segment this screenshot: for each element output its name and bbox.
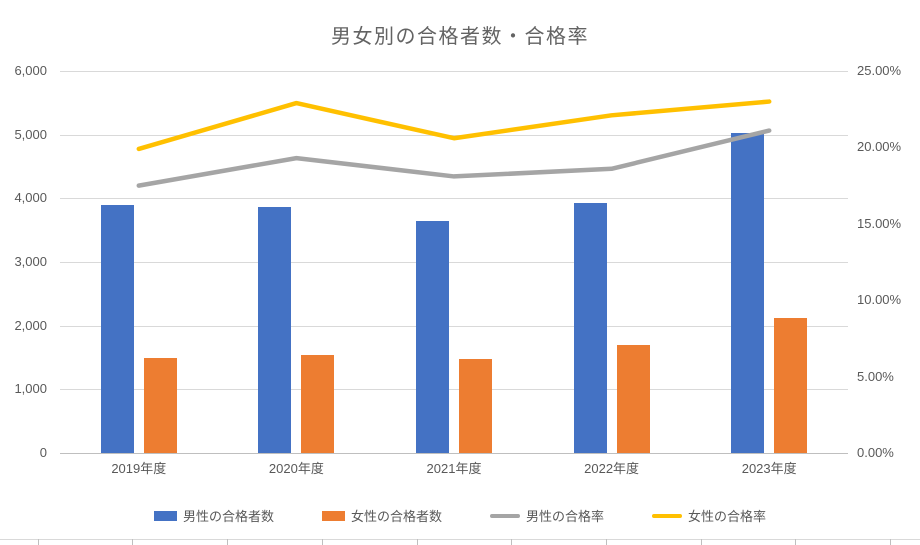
legend-swatch-female-pass-rate — [652, 513, 683, 518]
worksheet-column-tick — [795, 539, 797, 545]
x-axis-category-label: 2019年度 — [111, 461, 167, 476]
gridline — [60, 389, 848, 391]
female-passers-bar — [774, 318, 808, 453]
worksheet-column-tick — [416, 539, 418, 545]
female-passers-bar — [459, 358, 492, 453]
worksheet-column-tick — [321, 539, 323, 545]
male-passers-bar — [100, 204, 134, 453]
male-passers-bar — [258, 207, 292, 453]
right-axis-tick-label: 25.00% — [857, 63, 902, 78]
x-axis-category-label: 2022年度 — [584, 461, 640, 476]
right-axis-tick-label: 5.00% — [857, 368, 894, 384]
left-axis-tick-label: 0 — [39, 445, 47, 460]
right-axis-tick-label: 10.00% — [857, 292, 902, 308]
chart-title: 男女別の合格者数・合格率 — [331, 26, 589, 48]
legend-swatch-male-pass-rate — [490, 513, 520, 518]
legend-label-male-pass-rate: 男性の合格率 — [526, 509, 605, 524]
x-axis-line — [60, 453, 848, 454]
left-axis-tick-label: 1,000 — [14, 381, 47, 397]
gridline — [60, 71, 848, 72]
legend-item-female-passers: 女性の合格者数 — [321, 506, 442, 525]
male-passers-bar — [731, 133, 765, 453]
male-pass-rate-line — [136, 128, 772, 188]
female-pass-rate-line — [136, 99, 772, 152]
worksheet-column-tick — [605, 539, 607, 545]
right-axis-tick-label: 15.00% — [857, 215, 902, 231]
female-passers-bar — [616, 345, 650, 453]
legend: 男性の合格者数 女性の合格者数 男性の合格率 女性の合格率 — [0, 506, 920, 525]
x-axis-category-label: 2020年度 — [268, 461, 324, 476]
right-axis-tick-label: 20.00% — [857, 139, 902, 155]
worksheet-gridline — [0, 539, 920, 540]
legend-label-female-pass-rate: 女性の合格率 — [688, 509, 767, 524]
worksheet-column-tick — [700, 539, 702, 545]
legend-item-female-pass-rate: 女性の合格率 — [652, 506, 766, 525]
male-passers-bar — [416, 220, 449, 453]
worksheet-column-tick — [227, 539, 229, 545]
legend-label-male-passers: 男性の合格者数 — [182, 509, 274, 524]
x-axis-category-label: 2023年度 — [741, 461, 797, 476]
worksheet-column-tick — [890, 539, 891, 545]
female-passers-bar — [301, 354, 335, 453]
legend-item-male-pass-rate: 男性の合格率 — [490, 506, 604, 525]
gridline — [60, 134, 848, 136]
left-axis-tick-label: 6,000 — [14, 63, 47, 78]
left-axis-tick-label: 5,000 — [14, 126, 47, 142]
worksheet-column-tick — [511, 539, 513, 545]
gridline — [60, 262, 848, 263]
gridline — [60, 325, 848, 327]
worksheet-column-tick — [132, 539, 134, 545]
legend-item-male-passers: 男性の合格者数 — [153, 506, 274, 525]
worksheet-column-tick — [37, 539, 39, 545]
gridline — [60, 198, 848, 200]
left-axis-tick-label: 3,000 — [14, 254, 47, 269]
left-axis-tick-label: 2,000 — [14, 317, 47, 333]
right-axis-tick-label: 0.00% — [857, 445, 894, 460]
female-passers-bar — [143, 357, 177, 453]
male-passers-bar — [573, 203, 607, 453]
legend-swatch-female-passers — [321, 510, 345, 521]
legend-swatch-male-passers — [153, 510, 177, 521]
left-axis-tick-label: 4,000 — [14, 190, 47, 206]
x-axis-category-label: 2021年度 — [426, 461, 482, 476]
legend-label-female-passers: 女性の合格者数 — [350, 509, 442, 524]
